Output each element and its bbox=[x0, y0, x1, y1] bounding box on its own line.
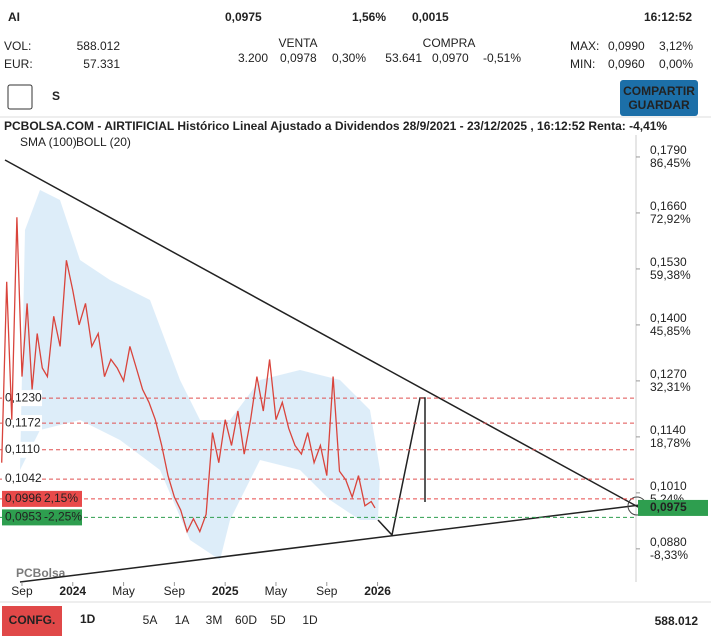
y-tick-label: 0,1270 bbox=[650, 367, 687, 381]
level-label: 0,0996 bbox=[5, 491, 42, 505]
y-tick-pct: 72,92% bbox=[650, 212, 691, 226]
play-button[interactable] bbox=[7, 84, 33, 110]
price: 0,0975 bbox=[225, 10, 262, 24]
level-label: 0,1042 bbox=[5, 471, 42, 485]
y-tick-label: 0,1400 bbox=[650, 311, 687, 325]
y-tick-label: 0,1790 bbox=[650, 143, 687, 157]
watermark: PCBolsa bbox=[16, 566, 66, 580]
min-pct: 0,00% bbox=[659, 57, 693, 71]
vol: 588.012 bbox=[77, 39, 121, 53]
max: 0,0990 bbox=[608, 39, 645, 53]
level-label: 0,0953 bbox=[5, 510, 42, 524]
x-tick-label: Sep bbox=[11, 584, 33, 598]
y-tick-label: 0,1530 bbox=[650, 255, 687, 269]
change-pct: 1,56% bbox=[352, 10, 386, 24]
y-tick-label: 0,1010 bbox=[650, 479, 687, 493]
level-tag bbox=[2, 509, 82, 526]
x-tick-label: May bbox=[265, 584, 288, 598]
share-label[interactable]: COMPARTIR bbox=[623, 84, 695, 98]
x-tick-label: Sep bbox=[164, 584, 186, 598]
x-tick-label: May bbox=[112, 584, 135, 598]
y-tick-pct: 86,45% bbox=[650, 156, 691, 170]
level-label: 0,1172 bbox=[5, 415, 41, 429]
range-button[interactable]: 1A bbox=[175, 613, 190, 627]
eur-label: EUR: bbox=[4, 57, 33, 71]
compra-title: COMPRA bbox=[423, 36, 476, 50]
venta-qty: 3.200 bbox=[238, 51, 268, 65]
chart-title: PCBOLSA.COM - AIRTIFICIAL Histórico Line… bbox=[4, 119, 667, 133]
range-button[interactable]: 60D bbox=[235, 613, 257, 627]
x-tick-label: 2024 bbox=[59, 584, 86, 598]
range-button[interactable]: 5A bbox=[143, 613, 158, 627]
range-button[interactable]: 3M bbox=[206, 613, 223, 627]
y-tick-pct: 18,78% bbox=[650, 436, 691, 450]
trend-line bbox=[19, 504, 641, 583]
symbol: AI bbox=[8, 10, 20, 24]
share-button[interactable] bbox=[620, 80, 698, 116]
venta-pct: 0,30% bbox=[332, 51, 366, 65]
change: 0,0015 bbox=[412, 10, 449, 24]
x-tick-label: 2025 bbox=[212, 584, 239, 598]
scale-button[interactable]: S bbox=[52, 89, 60, 103]
y-tick-label: 0,0880 bbox=[650, 535, 687, 549]
y-tick-pct: 32,31% bbox=[650, 380, 691, 394]
y-tick-label: 0,1660 bbox=[650, 199, 687, 213]
price-tag bbox=[638, 499, 708, 516]
min: 0,0960 bbox=[608, 57, 645, 71]
compra-qty: 53.641 bbox=[385, 51, 422, 65]
price-tag-label: 0,0975 bbox=[650, 500, 687, 514]
save-label[interactable]: GUARDAR bbox=[628, 98, 690, 112]
interval[interactable]: 1D bbox=[80, 612, 96, 626]
bollinger-band bbox=[20, 190, 380, 560]
volume: 588.012 bbox=[655, 614, 699, 628]
min-label: MIN: bbox=[570, 57, 595, 71]
max-pct: 3,12% bbox=[659, 39, 693, 53]
price-line bbox=[1, 217, 376, 534]
level-label: 0,1110 bbox=[5, 442, 40, 456]
level-tag bbox=[2, 441, 42, 458]
config-button[interactable] bbox=[2, 606, 62, 636]
time: 16:12:52 bbox=[644, 10, 692, 24]
y-tick-pct: 45,85% bbox=[650, 324, 691, 338]
compra-pct: -0,51% bbox=[483, 51, 521, 65]
y-tick-pct: -8,33% bbox=[650, 548, 688, 562]
level-tag bbox=[2, 490, 82, 507]
max-label: MAX: bbox=[570, 39, 599, 53]
vol-label: VOL: bbox=[4, 39, 31, 53]
level-label: 0,1230 bbox=[5, 390, 42, 404]
level-pct: -2,25% bbox=[44, 510, 82, 524]
range-button[interactable]: 5D bbox=[270, 613, 286, 627]
venta-title: VENTA bbox=[278, 36, 317, 50]
compra-price: 0,0970 bbox=[432, 51, 469, 65]
x-tick-label: 2026 bbox=[364, 584, 391, 598]
level-tag bbox=[2, 471, 42, 488]
x-tick-label: Sep bbox=[316, 584, 338, 598]
range-button[interactable]: 1D bbox=[302, 613, 318, 627]
venta-price: 0,0978 bbox=[280, 51, 317, 65]
indicator: SMA (100) bbox=[20, 135, 77, 149]
eur: 57.331 bbox=[83, 57, 120, 71]
level-pct: 2,15% bbox=[44, 491, 78, 505]
y-tick-label: 0,1140 bbox=[650, 423, 686, 437]
y-tick-pct: 59,38% bbox=[650, 268, 691, 282]
indicator: BOLL (20) bbox=[76, 135, 131, 149]
config-label[interactable]: CONFG. bbox=[9, 613, 56, 627]
